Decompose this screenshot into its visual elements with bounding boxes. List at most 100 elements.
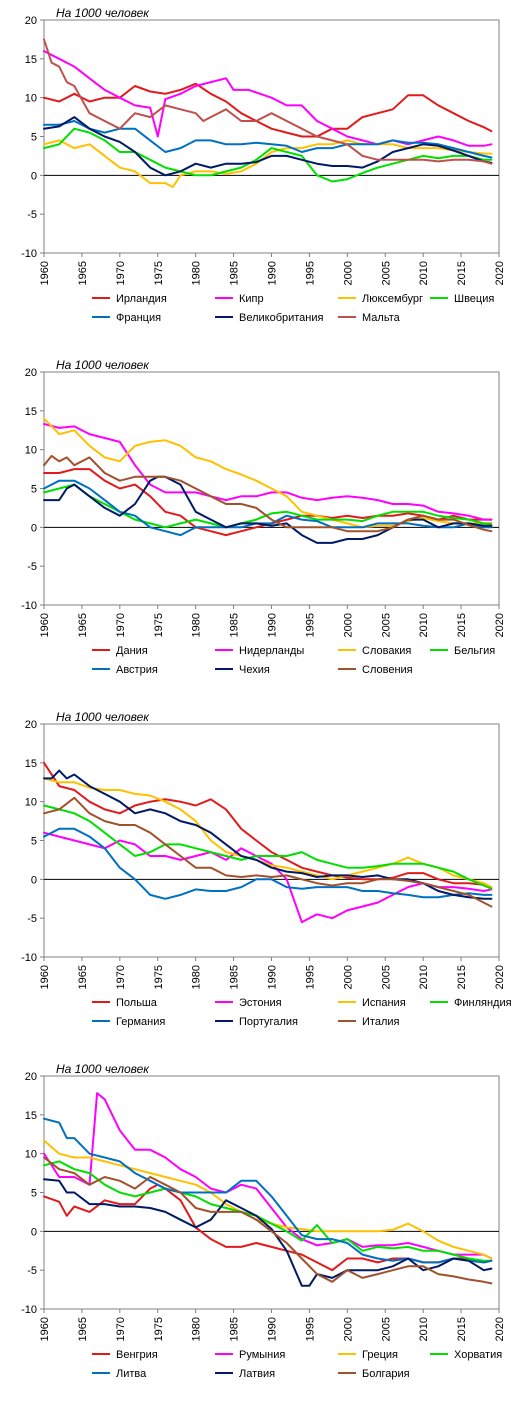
series-line <box>43 1160 493 1262</box>
y-tick-label: 5 <box>31 132 37 144</box>
legend-label: Германия <box>116 1016 165 1028</box>
legend-label: Люксембург <box>362 293 423 305</box>
plot-area <box>43 1075 500 1310</box>
legend-label: Франция <box>116 312 161 324</box>
x-tick-label: 1990 <box>267 261 279 285</box>
series-line <box>43 454 493 533</box>
y-tick-label: -5 <box>27 209 37 221</box>
legend-label: Нидерланды <box>239 645 304 657</box>
y-tick-label: 5 <box>31 836 37 848</box>
y-tick-label: 5 <box>31 1188 37 1200</box>
series-line <box>43 475 493 544</box>
x-tick-label: 1990 <box>267 965 279 989</box>
x-tick-label: 1985 <box>229 965 241 989</box>
x-tick-label: 2000 <box>342 965 354 989</box>
x-tick-label: 1985 <box>229 261 241 285</box>
x-tick-label: 1995 <box>304 1317 316 1341</box>
legend-label: Эстония <box>239 997 282 1009</box>
legend-label: Кипр <box>239 293 264 305</box>
x-tick-label: 1970 <box>115 613 127 637</box>
y-tick-label: 15 <box>25 758 37 770</box>
legend-label: Чехия <box>239 664 270 676</box>
y-tick-label: -10 <box>21 600 37 612</box>
x-tick-label: 1975 <box>153 613 165 637</box>
x-tick-label: 1990 <box>267 1317 279 1341</box>
legend-label: Хорватия <box>454 1349 502 1361</box>
x-tick-label: 1965 <box>77 613 89 637</box>
y-tick-label: 0 <box>31 874 37 886</box>
legend-label: Финляндия <box>454 997 512 1009</box>
x-tick-label: 2015 <box>456 1317 468 1341</box>
legend-label: Великобритания <box>239 312 324 324</box>
x-tick-label: 1980 <box>191 613 203 637</box>
x-tick-label: 2020 <box>494 613 506 637</box>
chart-panel-4: На 1000 человек -10 -5 0 5 10 15 20 1960 1965 1970… <box>0 1056 518 1408</box>
x-tick-label: 1985 <box>229 1317 241 1341</box>
series-line <box>43 38 493 165</box>
x-tick-label: 1975 <box>153 261 165 285</box>
x-tick-label: 2010 <box>418 613 430 637</box>
series-line <box>43 50 493 147</box>
x-tick-label: 2015 <box>456 965 468 989</box>
plot-area <box>43 19 500 254</box>
y-tick-label: 10 <box>25 93 37 105</box>
x-tick-label: 1995 <box>304 613 316 637</box>
x-tick-label: 2010 <box>418 1317 430 1341</box>
chart-svg-3: На 1000 человек -10 -5 0 5 10 15 20 1960 1965 1970… <box>21 710 512 1028</box>
series-line <box>43 116 493 177</box>
y-tick-label: 5 <box>31 484 37 496</box>
y-tick-label: 10 <box>25 445 37 457</box>
x-tick-label: 1975 <box>153 1317 165 1341</box>
series-line <box>43 139 493 188</box>
y-tick-label: 0 <box>31 170 37 182</box>
y-tick-label: -5 <box>27 1265 37 1277</box>
x-tick-label: 2015 <box>456 261 468 285</box>
y-tick-label: -10 <box>21 248 37 260</box>
legend-label: Бельгия <box>454 645 495 657</box>
unit-label: На 1000 человек <box>56 710 150 724</box>
x-tick-label: 2015 <box>456 613 468 637</box>
legend-label: Румыния <box>239 1349 285 1361</box>
legend-label: Латвия <box>239 1368 275 1380</box>
x-tick-label: 1960 <box>39 965 51 989</box>
y-tick-label: -5 <box>27 561 37 573</box>
x-tick-label: 1960 <box>39 1317 51 1341</box>
x-tick-label: 1995 <box>304 261 316 285</box>
legend-label: Италия <box>362 1016 400 1028</box>
x-tick-label: 2020 <box>494 261 506 285</box>
y-tick-label: 0 <box>31 1226 37 1238</box>
plot-area <box>43 723 500 958</box>
x-tick-label: 2005 <box>380 1317 392 1341</box>
chart-panel-1: На 1000 человек -10 -5 0 5 10 15 20 1960 1965 1970… <box>0 0 518 352</box>
x-tick-label: 2000 <box>342 1317 354 1341</box>
legend-label: Швеция <box>454 293 494 305</box>
chart-panel-3: На 1000 человек -10 -5 0 5 10 15 20 1960 1965 1970… <box>0 704 518 1056</box>
unit-label: На 1000 человек <box>56 6 150 20</box>
x-tick-label: 2005 <box>380 965 392 989</box>
legend-label: Словения <box>362 664 413 676</box>
x-tick-label: 1980 <box>191 965 203 989</box>
y-tick-label: -5 <box>27 913 37 925</box>
legend-label: Ирландия <box>116 293 167 305</box>
legend-label: Греция <box>362 1349 398 1361</box>
series-line <box>43 1156 493 1285</box>
y-tick-label: 15 <box>25 54 37 66</box>
x-tick-label: 1965 <box>77 1317 89 1341</box>
legend-label: Испания <box>362 997 406 1009</box>
x-tick-label: 2000 <box>342 261 354 285</box>
x-tick-label: 1960 <box>39 261 51 285</box>
series-line <box>43 1092 493 1260</box>
x-tick-label: 2010 <box>418 965 430 989</box>
y-tick-label: 15 <box>25 406 37 418</box>
legend-label: Болгария <box>362 1368 410 1380</box>
legend-label: Австрия <box>116 664 158 676</box>
x-tick-label: 2010 <box>418 261 430 285</box>
legend-label: Мальта <box>362 312 401 324</box>
x-tick-label: 1965 <box>77 965 89 989</box>
series-line <box>43 1117 493 1264</box>
y-tick-label: 20 <box>25 1071 37 1083</box>
series-line <box>43 761 493 889</box>
x-tick-label: 1965 <box>77 261 89 285</box>
legend-label: Польша <box>116 997 158 1009</box>
x-tick-label: 1970 <box>115 261 127 285</box>
